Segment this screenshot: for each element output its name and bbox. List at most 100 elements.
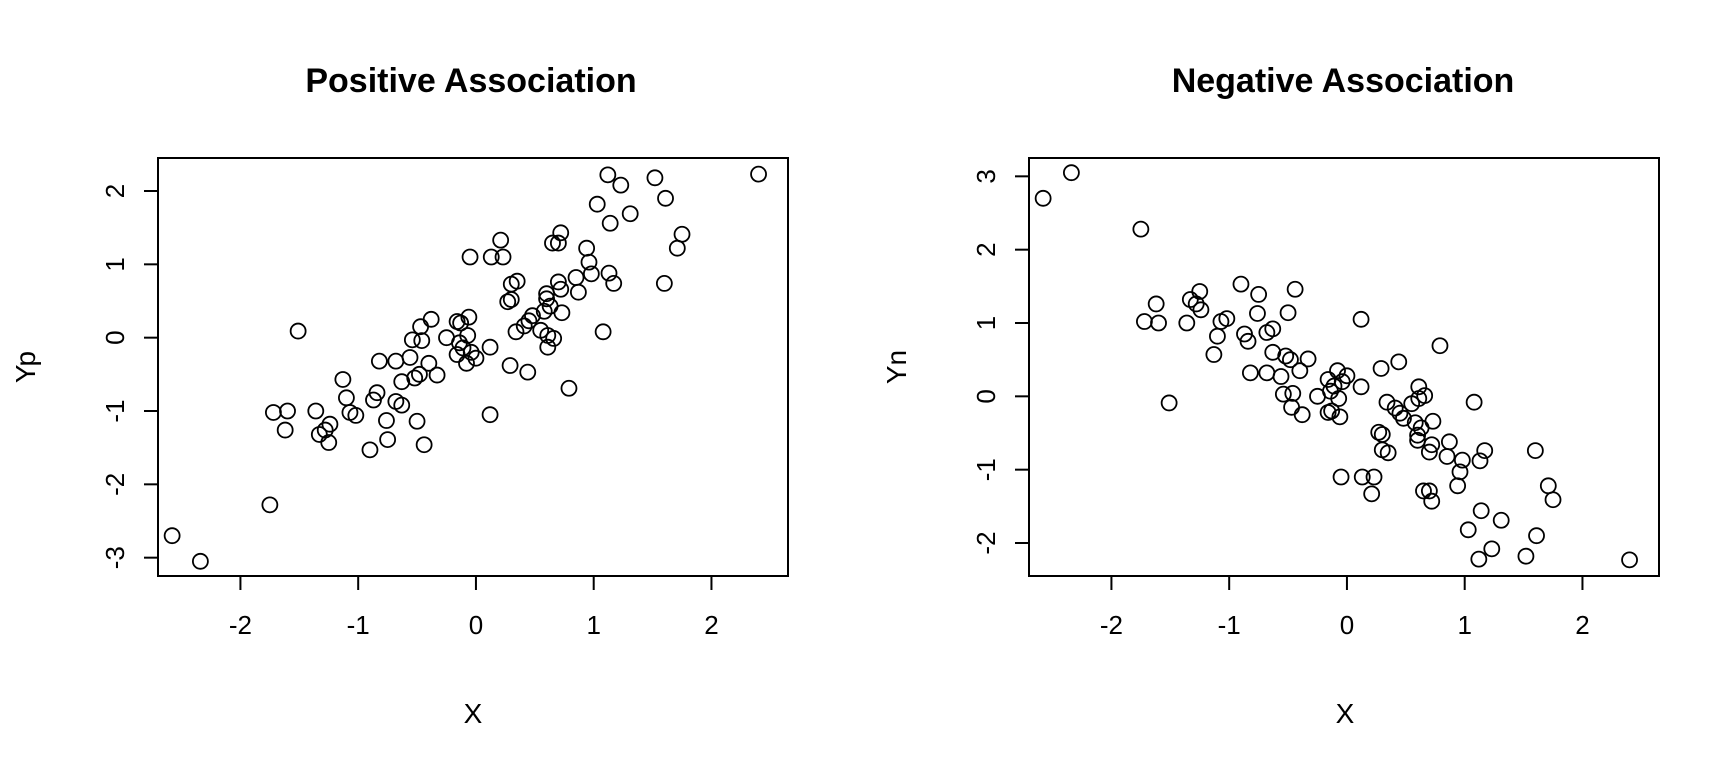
scatter-point [1424,412,1442,430]
scatter-point [599,166,617,184]
scatter-point [1299,350,1317,368]
scatter-point [1370,423,1388,441]
scatter-point [655,274,673,292]
scatter-point [428,366,446,384]
scatter-point [1352,378,1370,396]
scatter-point [560,379,578,397]
y-axis-label: Yp [10,351,41,383]
scatter-point [1410,378,1428,396]
scatter-point [1209,327,1226,345]
scatter-point [1250,285,1268,303]
x-tick-label: -2 [229,610,252,640]
scatter-point [600,264,618,282]
scatter-point [1330,390,1348,407]
scatter-point [582,265,600,283]
scatter-point [1191,283,1209,300]
scatter-point [1283,398,1300,416]
positive-association-panel: Positive Association -2 -1 0 1 2 -3 -2 -1 0 1 2 X… [10,62,789,729]
x-tick-label: 0 [469,610,483,640]
scatter-point [1282,351,1299,369]
scatter-point [492,231,510,249]
scatter-point [415,436,433,454]
scatter-point [1451,463,1469,481]
scatter-point [1386,399,1404,417]
chart-title: Positive Association [305,62,636,100]
scatter-point [499,293,517,311]
scatter-point [524,307,541,325]
y-axis: -3 -2 -1 0 1 2 [100,184,159,569]
scatter-point [279,402,296,420]
scatter-point [1258,364,1276,382]
scatter-point [578,239,596,257]
scatter-point [1621,551,1638,569]
y-tick-label: -1 [100,399,130,422]
scatter-point [1378,393,1396,411]
scatter-point [1187,295,1205,313]
scatter-point [1241,364,1259,382]
scatter-point [1329,362,1346,380]
scatter-point [378,412,395,429]
scatter-point [1132,220,1150,238]
scatter-point [1526,442,1544,460]
scatter-point [1415,482,1432,500]
scatter-point [191,552,209,570]
scatter-point [567,269,585,286]
scatter-point [1323,402,1341,420]
scatter-point [1363,485,1381,503]
scatter-point [1338,367,1356,385]
scatter-point [1483,540,1501,558]
scatter-point [1423,436,1441,454]
scatter-points [163,165,767,570]
scatter-point [1034,189,1052,207]
scatter-point [1431,337,1449,355]
scatter-point [1062,164,1080,182]
scatter-point [1528,527,1545,545]
y-tick-label: 0 [100,330,130,344]
y-axis: -2 -1 0 1 2 3 [971,169,1030,555]
scatter-point [549,273,567,291]
scatter-point [401,349,419,366]
scatter-point [580,253,598,271]
scatter-point [1264,320,1282,338]
scatter-point [393,396,411,414]
scatter-point [1249,305,1266,322]
scatter-point [1136,313,1153,330]
scatter-point [1372,360,1390,377]
scatter-point [507,323,525,341]
y-axis-label: Yn [881,350,912,384]
scatter-point [1449,477,1467,495]
scatter-point [1476,442,1494,460]
scatter-point [412,318,429,336]
scatter-point [1264,343,1282,361]
scatter-point [1406,414,1424,432]
scatter-point [1353,468,1371,486]
scatter-point [1539,477,1557,495]
scatter-point [452,314,470,332]
y-tick-label: 3 [971,169,1001,183]
scatter-point [494,248,512,266]
scatter-point [370,352,388,370]
scatter-point [1390,353,1408,371]
x-axis: -2 -1 0 1 2 [229,575,719,640]
scatter-point [1423,492,1441,510]
scatter-point [569,283,587,301]
scatter-point [1150,314,1167,332]
x-tick-label: -1 [1218,610,1241,640]
scatter-point [1332,468,1350,486]
scatter-point [1331,408,1349,426]
y-tick-label: -2 [100,473,130,496]
x-tick-label: 0 [1340,610,1354,640]
scatter-point [320,434,338,451]
scatter-point [1416,387,1434,405]
scatter-point [393,373,411,391]
x-axis-label: X [464,698,483,729]
scatter-point [1379,444,1397,462]
scatter-point [1218,310,1236,328]
scatter-point [673,225,691,243]
scatter-point [1517,547,1535,565]
scatter-point [1472,502,1490,520]
scatter-point [461,248,479,266]
scatter-point [1160,394,1178,412]
scatter-point [1438,448,1456,465]
